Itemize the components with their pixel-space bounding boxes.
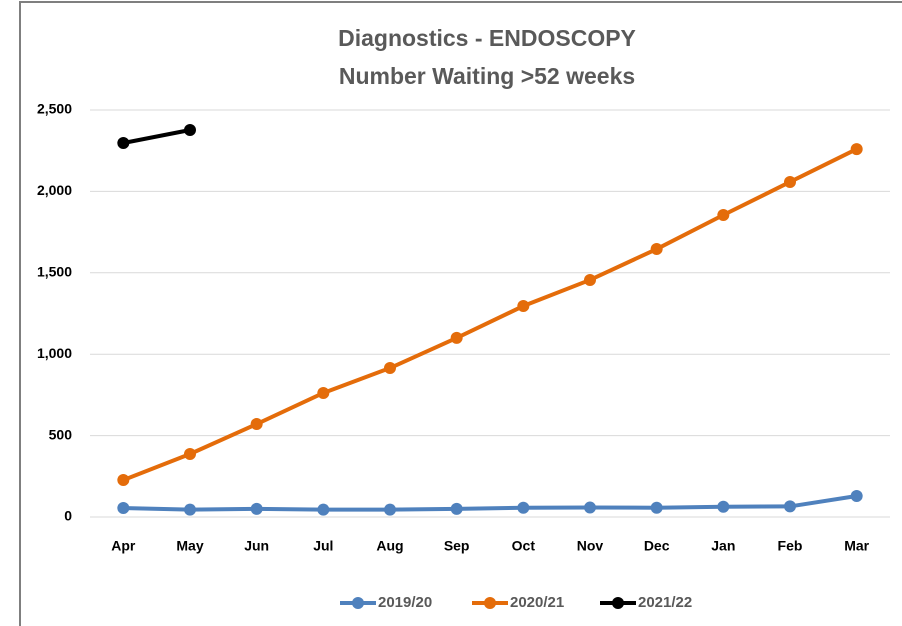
legend-label: 2020/21 xyxy=(510,594,564,611)
x-tick-label: Dec xyxy=(644,538,670,554)
legend-marker xyxy=(352,597,364,609)
data-point xyxy=(117,502,130,515)
data-point xyxy=(717,209,730,222)
legend-label: 2019/20 xyxy=(378,594,432,611)
data-point xyxy=(850,143,863,156)
x-tick-label: Feb xyxy=(778,538,803,554)
y-tick-label: 2,500 xyxy=(37,101,72,117)
y-tick-label: 0 xyxy=(64,508,72,524)
chart-frame xyxy=(19,1,902,626)
x-tick-label: Apr xyxy=(111,538,136,554)
y-tick-label: 2,000 xyxy=(37,182,72,198)
data-point xyxy=(784,500,796,513)
x-tick-label: Oct xyxy=(512,538,536,554)
data-point xyxy=(584,273,596,286)
data-point xyxy=(517,501,530,514)
data-point xyxy=(650,501,663,514)
x-tick-label: Mar xyxy=(844,538,869,554)
data-point xyxy=(717,500,730,513)
legend-marker xyxy=(484,597,496,609)
data-point xyxy=(250,502,263,515)
data-point xyxy=(450,331,463,344)
x-tick-label: May xyxy=(176,538,203,554)
data-point xyxy=(117,474,130,487)
legend-marker xyxy=(612,597,624,609)
data-point xyxy=(184,447,196,460)
data-point xyxy=(317,503,330,516)
data-point xyxy=(450,502,463,515)
legend-label: 2021/22 xyxy=(638,594,692,611)
x-tick-label: Sep xyxy=(444,538,470,554)
data-point xyxy=(384,362,396,375)
chart-title: Diagnostics - ENDOSCOPY xyxy=(338,25,636,51)
series-line xyxy=(123,494,857,512)
data-point xyxy=(384,503,396,516)
x-tick-label: Nov xyxy=(577,538,604,554)
y-tick-label: 1,000 xyxy=(37,345,72,361)
y-tick-label: 500 xyxy=(49,426,73,442)
series-line xyxy=(122,128,191,146)
y-tick-label: 1,500 xyxy=(37,264,72,280)
data-point xyxy=(117,137,130,150)
data-point xyxy=(584,501,596,514)
series-line xyxy=(122,147,858,482)
data-point xyxy=(784,175,796,188)
x-tick-label: Jun xyxy=(244,538,269,554)
data-point xyxy=(250,418,263,431)
data-point xyxy=(184,503,196,516)
chart-subtitle: Number Waiting >52 weeks xyxy=(339,63,635,89)
data-point xyxy=(517,300,530,313)
x-tick-label: Jan xyxy=(711,538,735,554)
x-tick-label: Jul xyxy=(313,538,333,554)
x-tick-label: Aug xyxy=(376,538,403,554)
data-point xyxy=(317,386,330,399)
data-point xyxy=(184,124,196,137)
data-point xyxy=(650,243,663,256)
data-point xyxy=(850,489,863,502)
